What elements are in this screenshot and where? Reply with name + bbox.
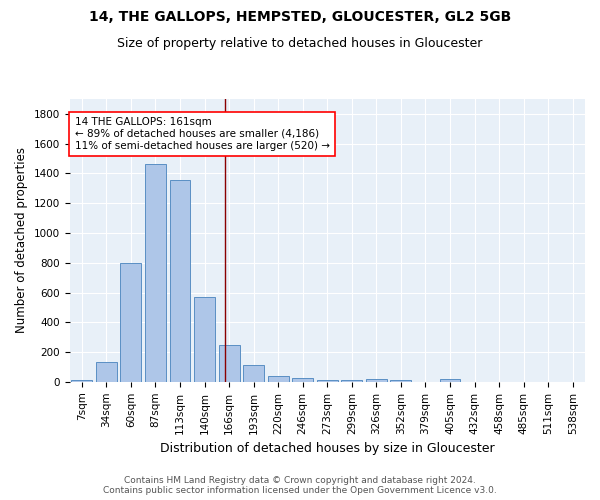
Bar — [170, 180, 190, 382]
Bar — [341, 380, 362, 382]
Y-axis label: Number of detached properties: Number of detached properties — [15, 148, 28, 334]
Text: Size of property relative to detached houses in Gloucester: Size of property relative to detached ho… — [118, 38, 482, 51]
Text: 14 THE GALLOPS: 161sqm
← 89% of detached houses are smaller (4,186)
11% of semi-: 14 THE GALLOPS: 161sqm ← 89% of detached… — [74, 118, 329, 150]
Bar — [292, 378, 313, 382]
Bar — [194, 297, 215, 382]
Text: 14, THE GALLOPS, HEMPSTED, GLOUCESTER, GL2 5GB: 14, THE GALLOPS, HEMPSTED, GLOUCESTER, G… — [89, 10, 511, 24]
Bar — [96, 362, 117, 382]
Bar — [145, 164, 166, 382]
Bar — [243, 366, 264, 382]
Bar — [317, 380, 338, 382]
Bar — [391, 380, 412, 382]
Text: Contains HM Land Registry data © Crown copyright and database right 2024.
Contai: Contains HM Land Registry data © Crown c… — [103, 476, 497, 495]
Bar — [218, 346, 239, 382]
X-axis label: Distribution of detached houses by size in Gloucester: Distribution of detached houses by size … — [160, 442, 494, 455]
Bar — [71, 380, 92, 382]
Bar — [366, 380, 387, 382]
Bar — [268, 376, 289, 382]
Bar — [440, 379, 460, 382]
Bar — [121, 264, 142, 382]
